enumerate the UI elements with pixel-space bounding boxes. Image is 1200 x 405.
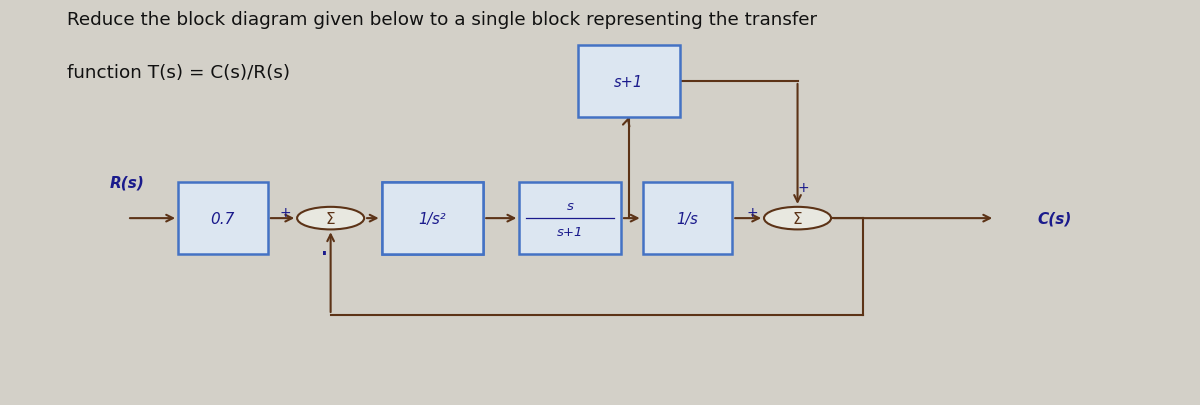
Text: s+1: s+1	[614, 75, 643, 90]
FancyBboxPatch shape	[382, 182, 484, 255]
FancyBboxPatch shape	[520, 182, 620, 255]
Text: s: s	[566, 199, 574, 212]
Text: R(s): R(s)	[109, 175, 144, 190]
Text: C(s): C(s)	[1037, 211, 1072, 226]
Text: function T(s) = C(s)/R(s): function T(s) = C(s)/R(s)	[67, 64, 290, 82]
FancyBboxPatch shape	[382, 182, 484, 255]
Text: +: +	[280, 206, 290, 220]
Text: .: .	[320, 232, 329, 260]
FancyBboxPatch shape	[642, 182, 732, 255]
Text: $\Sigma$: $\Sigma$	[792, 211, 803, 226]
Text: +: +	[746, 206, 758, 220]
Text: $\Sigma$: $\Sigma$	[325, 211, 336, 226]
Text: Reduce the block diagram given below to a single block representing the transfer: Reduce the block diagram given below to …	[67, 11, 817, 30]
FancyBboxPatch shape	[578, 46, 679, 118]
Text: s+1: s+1	[557, 225, 583, 238]
Text: 1/s: 1/s	[677, 211, 698, 226]
Text: 1/s²: 1/s²	[419, 211, 446, 226]
Circle shape	[298, 207, 364, 230]
Text: 0.7: 0.7	[211, 211, 235, 226]
Circle shape	[764, 207, 832, 230]
FancyBboxPatch shape	[178, 182, 268, 255]
Text: +: +	[798, 180, 809, 194]
